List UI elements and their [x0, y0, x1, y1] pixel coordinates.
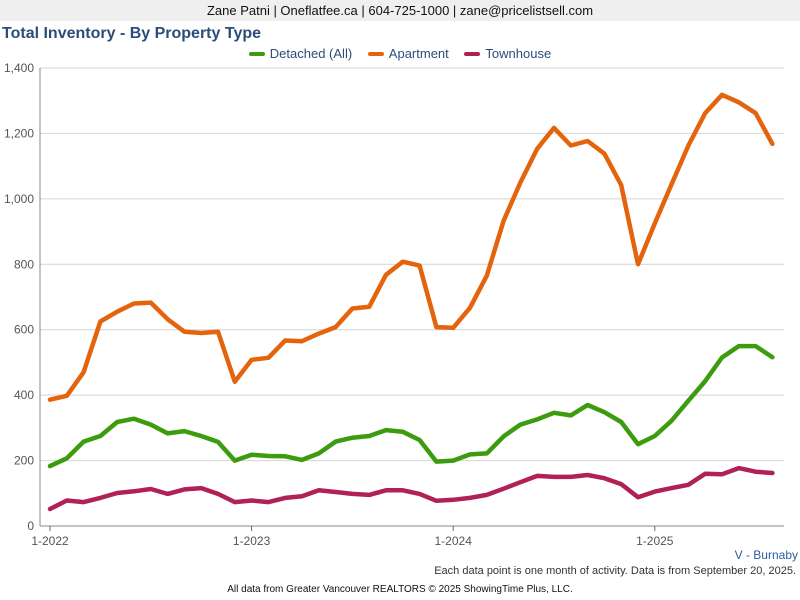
series-line-apartment	[47, 92, 775, 402]
legend-swatch-townhouse	[464, 51, 481, 56]
x-tick-label: 1-2024	[435, 534, 473, 548]
legend-swatch-detached	[248, 51, 265, 56]
x-tick-label: 1-2025	[636, 534, 674, 548]
legend-item-townhouse[interactable]: Townhouse	[464, 46, 551, 61]
region-label: V - Burnaby	[734, 548, 798, 562]
data-note: Each data point is one month of activity…	[434, 565, 796, 577]
y-tick-label: 0	[27, 519, 34, 533]
legend: Detached (All) Apartment Townhouse	[0, 46, 800, 61]
y-tick-label: 1,200	[4, 126, 34, 140]
chart-title: Total Inventory - By Property Type	[2, 25, 262, 42]
series-line-townhouse	[47, 465, 775, 512]
legend-swatch-apartment	[367, 51, 384, 56]
y-tick-label: 800	[14, 257, 34, 271]
contact-bar: Zane Patni | Oneflatfee.ca | 604-725-100…	[0, 0, 800, 21]
legend-item-detached[interactable]: Detached (All)	[248, 46, 353, 61]
legend-label-apartment: Apartment	[388, 46, 449, 61]
legend-label-townhouse: Townhouse	[485, 46, 552, 61]
y-tick-label: 200	[14, 454, 34, 468]
y-tick-label: 400	[14, 388, 34, 402]
legend-label-detached: Detached (All)	[269, 46, 353, 61]
y-tick-label: 1,400	[4, 61, 34, 75]
footer-credit: All data from Greater Vancouver REALTORS…	[227, 584, 573, 595]
y-tick-label: 600	[14, 323, 34, 337]
series-line-detached	[47, 343, 775, 469]
y-tick-label: 1,000	[4, 192, 34, 206]
legend-item-apartment[interactable]: Apartment	[367, 46, 449, 61]
x-tick-label: 1-2023	[233, 534, 271, 548]
x-tick-label: 1-2022	[31, 534, 69, 548]
